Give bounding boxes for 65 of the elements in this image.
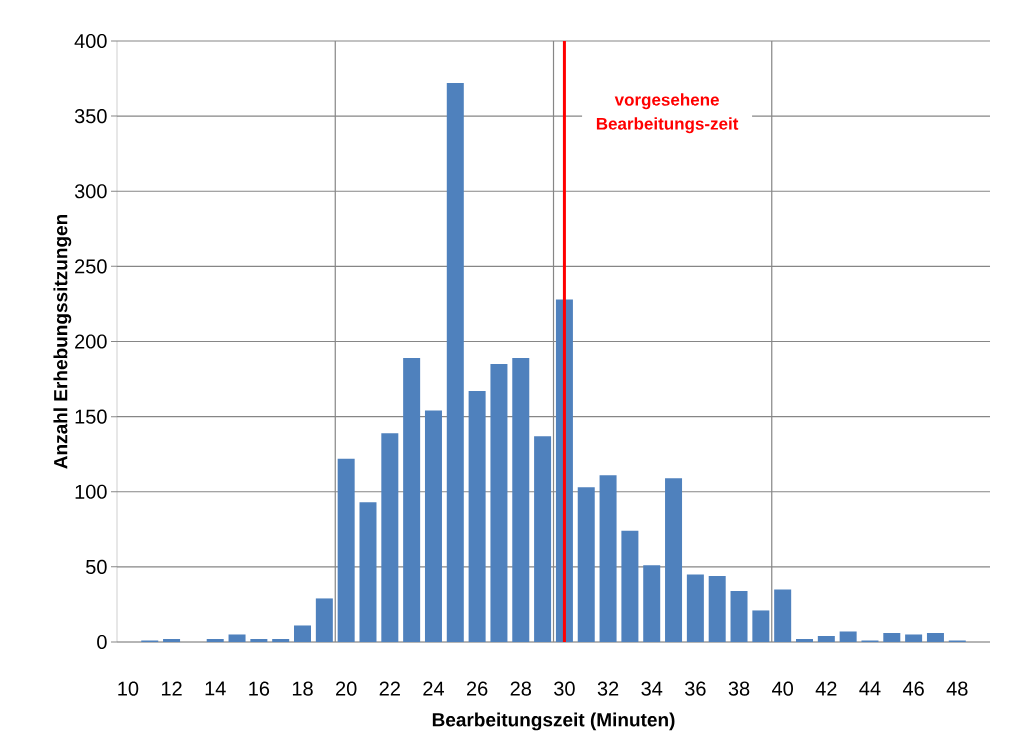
x-tick-label: 22 <box>379 681 400 696</box>
bar <box>424 410 442 642</box>
y-tick-label: 0 <box>97 634 107 650</box>
bar <box>577 487 595 642</box>
bar <box>905 634 923 642</box>
bar <box>883 632 901 642</box>
bar <box>774 589 792 642</box>
x-tick-label: 44 <box>859 681 881 696</box>
bar <box>206 638 224 642</box>
x-tick-label: 16 <box>249 681 270 696</box>
y-tick-label: 350 <box>74 109 107 124</box>
bar <box>599 475 617 642</box>
x-tick-label: 42 <box>815 681 837 696</box>
x-tick-label: 48 <box>946 681 968 696</box>
bar <box>512 358 530 642</box>
x-tick-label: 20 <box>336 681 357 696</box>
bar <box>708 575 726 642</box>
y-axis-title: Anzahl Erhebungssitzungen <box>53 214 72 469</box>
bar <box>228 634 246 642</box>
x-tick-label: 34 <box>641 681 663 696</box>
bar <box>163 638 181 642</box>
y-tick-label: 200 <box>75 334 107 349</box>
bar <box>250 638 268 642</box>
bar <box>534 436 552 642</box>
bar <box>621 530 639 642</box>
x-tick-label: 24 <box>423 681 444 696</box>
bar <box>817 635 835 642</box>
bar <box>446 83 464 642</box>
bar <box>403 358 421 642</box>
x-tick-label: 18 <box>292 681 313 696</box>
x-tick-label: 30 <box>554 681 575 696</box>
y-tick-label: 400 <box>74 33 107 49</box>
bar <box>468 391 486 642</box>
x-tick-label: 32 <box>597 681 619 696</box>
bar <box>665 478 683 642</box>
bar <box>294 625 312 642</box>
bar <box>643 565 661 642</box>
bar <box>926 632 944 642</box>
x-tick-label: 12 <box>161 681 182 696</box>
bar <box>686 574 704 642</box>
x-tick-label: 36 <box>685 681 706 696</box>
bar <box>795 638 813 642</box>
ref-line-label: vorgesehene Bearbeitungs-zeit <box>596 93 739 134</box>
y-tick-label: 100 <box>75 484 107 499</box>
y-tick-label: 150 <box>75 409 107 424</box>
x-tick-label: 26 <box>467 681 488 696</box>
x-tick-label: 14 <box>205 681 226 696</box>
bar <box>337 458 355 642</box>
bar <box>315 598 333 642</box>
bar <box>839 631 857 642</box>
x-tick-label: 38 <box>728 681 750 696</box>
y-tick-label: 250 <box>75 259 107 274</box>
x-tick-label: 28 <box>510 681 532 696</box>
x-tick-label: 46 <box>902 681 924 696</box>
x-tick-label: 40 <box>772 681 793 696</box>
bar <box>490 364 508 642</box>
x-tick-label: 10 <box>118 681 139 696</box>
y-tick-label: 300 <box>74 184 107 199</box>
bar <box>381 433 399 642</box>
bar <box>272 638 290 642</box>
x-axis-title: Bearbeitungszeit (Minuten) <box>432 712 675 731</box>
bar <box>730 590 748 642</box>
bar <box>752 610 770 642</box>
bar <box>359 502 377 642</box>
y-tick-label: 50 <box>86 559 107 574</box>
